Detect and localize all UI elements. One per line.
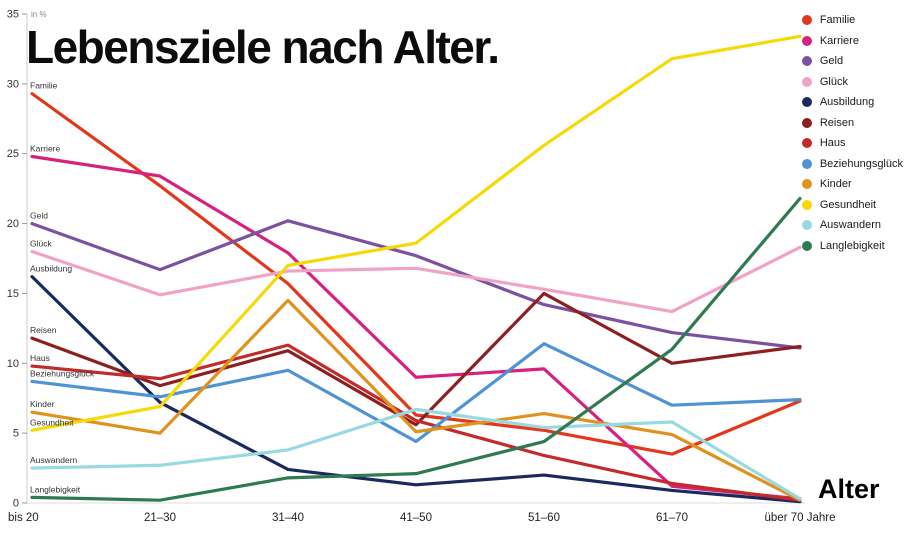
series-start-label-langlebigkeit: Langlebigkeit xyxy=(30,484,81,494)
legend-item-ausbildung: Ausbildung xyxy=(801,96,903,108)
series-start-label-beziehungsgluck: Beziehungsglück xyxy=(30,368,95,378)
legend-label-kinder: Kinder xyxy=(819,178,852,190)
x-axis-label-21-30: 21–30 xyxy=(144,512,176,524)
y-tick-label: 25 xyxy=(7,148,19,160)
series-start-label-gluck: Glück xyxy=(30,239,52,249)
legend-item-beziehungsgluck: Beziehungsglück xyxy=(801,157,903,170)
x-axis-label-41-50: 41–50 xyxy=(400,512,432,524)
legend-label-reisen: Reisen xyxy=(819,116,855,129)
legend-item-reisen: Reisen xyxy=(801,116,903,129)
legend-swatch-karriere xyxy=(801,35,812,46)
x-axis-label-51-60: 51–60 xyxy=(528,512,560,524)
series-line-langlebigkeit xyxy=(30,196,802,502)
y-tick-label: 30 xyxy=(7,78,19,90)
legend-item-auswandern: Auswandern xyxy=(801,219,903,231)
series-start-label-haus: Haus xyxy=(30,353,50,363)
legend-item-geld: Geld xyxy=(801,55,903,67)
y-tick-label: 10 xyxy=(7,358,19,370)
series-start-label-ausbildung: Ausbildung xyxy=(30,264,72,274)
series-line-beziehungsgluck xyxy=(30,342,802,444)
series-line-gluck xyxy=(30,245,802,314)
y-tick-label: 5 xyxy=(13,428,19,440)
x-axis-label-uber-70-jahre: über 70 Jahre xyxy=(765,512,836,524)
legend-label-ausbildung: Ausbildung xyxy=(819,96,875,108)
x-axis-label-bis-20: bis 20 xyxy=(8,512,39,524)
legend-item-langlebigkeit: Langlebigkeit xyxy=(801,239,903,252)
y-tick-label: 15 xyxy=(7,288,19,300)
legend-swatch-ausbildung xyxy=(801,97,812,107)
legend-label-gesundheit: Gesundheit xyxy=(819,198,877,211)
legend-label-gluck: Glück xyxy=(819,75,848,88)
legend-item-karriere: Karriere xyxy=(801,34,903,47)
legend-label-langlebigkeit: Langlebigkeit xyxy=(819,239,885,252)
series-line-ausbildung xyxy=(30,275,802,504)
series-line-kinder xyxy=(30,298,802,502)
legend-label-haus: Haus xyxy=(819,137,846,149)
y-tick-label: 35 xyxy=(7,9,19,21)
legend-item-gesundheit: Gesundheit xyxy=(801,198,903,211)
legend-item-kinder: Kinder xyxy=(801,178,903,190)
legend-item-haus: Haus xyxy=(801,137,903,149)
legend-swatch-reisen xyxy=(801,117,812,128)
legend-swatch-auswandern xyxy=(801,220,812,230)
series-line-reisen xyxy=(30,291,802,427)
series-start-label-karriere: Karriere xyxy=(30,144,61,154)
series-line-auswandern xyxy=(30,407,802,501)
y-unit-label: in % xyxy=(31,10,47,19)
legend-swatch-familie xyxy=(801,15,812,25)
legend-swatch-gesundheit xyxy=(801,199,812,210)
legend: Familie Karriere Geld Glück Ausbildung Reisen… xyxy=(801,14,903,252)
x-axis-title: Alter xyxy=(818,474,880,504)
x-axis-label-61-70: 61–70 xyxy=(656,512,688,524)
series-line-gesundheit xyxy=(30,34,802,432)
legend-swatch-beziehungsgluck xyxy=(801,158,812,169)
legend-swatch-geld xyxy=(801,56,812,66)
series-start-label-gesundheit: Gesundheit xyxy=(30,417,74,427)
series-line-familie xyxy=(30,92,802,456)
chart-title: Lebensziele nach Alter. xyxy=(26,21,500,73)
legend-label-familie: Familie xyxy=(819,14,856,26)
legend-swatch-gluck xyxy=(801,76,812,87)
legend-label-beziehungsgluck: Beziehungsglück xyxy=(819,157,903,170)
series-start-label-kinder: Kinder xyxy=(30,399,55,409)
series-start-label-geld: Geld xyxy=(30,211,48,221)
legend-label-karriere: Karriere xyxy=(819,34,859,47)
series-start-label-familie: Familie xyxy=(30,81,58,91)
series-start-label-auswandern: Auswandern xyxy=(30,455,78,465)
series-line-geld xyxy=(30,219,802,350)
series-start-label-reisen: Reisen xyxy=(30,325,57,335)
legend-item-gluck: Glück xyxy=(801,75,903,88)
legend-label-geld: Geld xyxy=(819,55,844,67)
y-tick-label: 0 xyxy=(13,498,19,510)
series-line-karriere xyxy=(30,154,802,501)
legend-swatch-langlebigkeit xyxy=(801,240,812,251)
series-line-haus xyxy=(30,343,802,502)
legend-item-familie: Familie xyxy=(801,14,903,26)
x-axis-label-31-40: 31–40 xyxy=(272,512,304,524)
legend-label-auswandern: Auswandern xyxy=(819,219,881,231)
legend-swatch-haus xyxy=(801,138,812,148)
legend-swatch-kinder xyxy=(801,179,812,189)
y-tick-label: 20 xyxy=(7,218,19,230)
